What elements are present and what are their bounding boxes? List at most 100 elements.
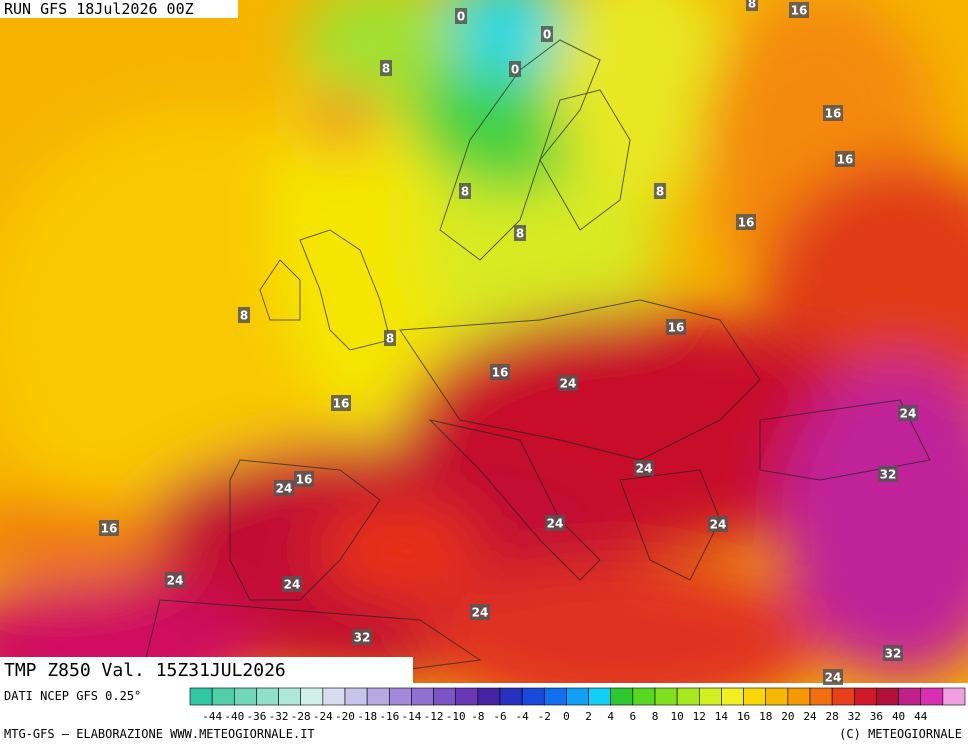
legend-swatch bbox=[654, 687, 678, 706]
contour-label: 8 bbox=[656, 185, 664, 199]
contour-label: 8 bbox=[240, 309, 248, 323]
legend-swatch bbox=[566, 687, 589, 706]
contour-label: 0 bbox=[511, 63, 519, 77]
copyright: (C) METEOGIORNALE bbox=[839, 727, 962, 741]
contour-label: 32 bbox=[354, 631, 371, 645]
contour-label: 32 bbox=[885, 647, 902, 661]
contour-label: 16 bbox=[791, 4, 808, 18]
contour-label: 24 bbox=[900, 407, 917, 421]
contour-label-box bbox=[823, 105, 843, 121]
contour-label: 8 bbox=[382, 62, 390, 76]
contour-label-box bbox=[789, 2, 809, 18]
legend-label: -4 bbox=[516, 710, 530, 723]
contour-label-box bbox=[294, 471, 314, 487]
contour-label-box bbox=[384, 330, 396, 346]
contour-label-box bbox=[666, 319, 686, 335]
legend-swatch bbox=[698, 687, 722, 706]
contour-label-box bbox=[823, 669, 843, 685]
legend-label: 36 bbox=[870, 710, 883, 723]
legend-swatch bbox=[189, 687, 213, 706]
data-source: DATI NCEP GFS 0.25° bbox=[4, 689, 141, 703]
legend-label: 0 bbox=[563, 710, 570, 723]
legend-swatch bbox=[521, 687, 545, 706]
legend-label: 18 bbox=[759, 710, 772, 723]
contour-label-box bbox=[883, 645, 903, 661]
contour-label-box bbox=[238, 307, 250, 323]
legend-label: -36 bbox=[246, 710, 266, 723]
contour-label: 24 bbox=[547, 517, 564, 531]
legend-swatch bbox=[388, 687, 412, 706]
legend-label: -32 bbox=[269, 710, 289, 723]
contour-label: 16 bbox=[837, 153, 854, 167]
legend-swatch bbox=[853, 687, 877, 706]
variable-header: TMP Z850 Val. 15Z31JUL2026 bbox=[4, 660, 286, 681]
contour-label: 8 bbox=[386, 332, 394, 346]
legend-label: 2 bbox=[585, 710, 592, 723]
legend-swatch bbox=[278, 687, 302, 706]
legend-swatch bbox=[344, 687, 368, 706]
contour-label: 16 bbox=[825, 107, 842, 121]
legend-label: 4 bbox=[607, 710, 614, 723]
legend-label: -18 bbox=[357, 710, 377, 723]
legend-label: 12 bbox=[693, 710, 706, 723]
contour-label: 24 bbox=[167, 574, 184, 588]
legend-label: -24 bbox=[313, 710, 333, 723]
legend-label: -20 bbox=[335, 710, 355, 723]
contour-label-box bbox=[165, 572, 185, 588]
legend-swatch bbox=[543, 687, 567, 706]
legend-label: 24 bbox=[803, 710, 817, 723]
contour-label-box bbox=[746, 0, 758, 11]
legend-label: -8 bbox=[471, 710, 484, 723]
contour-label: 0 bbox=[457, 10, 465, 24]
legend-label: 10 bbox=[671, 710, 684, 723]
contour-label-box bbox=[898, 405, 918, 421]
legend-swatch bbox=[721, 687, 744, 706]
legend-label: 28 bbox=[826, 710, 839, 723]
contour-label-box bbox=[736, 214, 756, 230]
contour-label: 16 bbox=[296, 473, 313, 487]
contour-label-box bbox=[835, 151, 855, 167]
contour-label: 24 bbox=[284, 578, 301, 592]
contour-label: 16 bbox=[333, 397, 350, 411]
contour-label: 24 bbox=[276, 482, 293, 496]
contour-label: 24 bbox=[560, 377, 577, 391]
contour-label: 8 bbox=[748, 0, 756, 11]
contour-label-box bbox=[654, 183, 666, 199]
contour-label: 24 bbox=[636, 462, 653, 476]
contour-label-box bbox=[331, 395, 351, 411]
legend-label: 20 bbox=[781, 710, 794, 723]
legend-swatch bbox=[676, 687, 700, 706]
contour-label: 16 bbox=[668, 321, 685, 335]
legend-label: -28 bbox=[291, 710, 311, 723]
contour-label: 24 bbox=[825, 671, 842, 685]
contour-label: 24 bbox=[472, 606, 489, 620]
contour-label-box bbox=[455, 8, 467, 24]
contour-label-box bbox=[470, 604, 490, 620]
legend-label: -14 bbox=[401, 710, 421, 723]
contour-label-box bbox=[274, 480, 294, 496]
legend-swatch bbox=[787, 687, 811, 706]
credits: MTG-GFS — ELABORAZIONE WWW.METEOGIORNALE… bbox=[4, 727, 315, 741]
legend-label: 44 bbox=[914, 710, 928, 723]
legend-label: -2 bbox=[538, 710, 551, 723]
legend-swatch bbox=[322, 687, 346, 706]
legend-swatch bbox=[632, 687, 656, 706]
legend-label: 16 bbox=[737, 710, 750, 723]
legend-label: -10 bbox=[446, 710, 466, 723]
legend-swatch bbox=[876, 687, 899, 706]
legend-swatch bbox=[300, 687, 324, 706]
legend-label: 6 bbox=[630, 710, 637, 723]
legend-swatch bbox=[898, 687, 922, 706]
legend-swatch bbox=[433, 687, 457, 706]
legend-label: -6 bbox=[493, 710, 506, 723]
map-field bbox=[0, 0, 968, 683]
contour-label-box bbox=[541, 26, 553, 42]
legend-swatch bbox=[233, 687, 257, 706]
legend-swatch bbox=[411, 687, 434, 706]
legend-label: 32 bbox=[848, 710, 861, 723]
contour-label: 24 bbox=[710, 518, 727, 532]
contour-label-box bbox=[99, 520, 119, 536]
contour-label-box bbox=[352, 629, 372, 645]
contour-label: 16 bbox=[101, 522, 118, 536]
